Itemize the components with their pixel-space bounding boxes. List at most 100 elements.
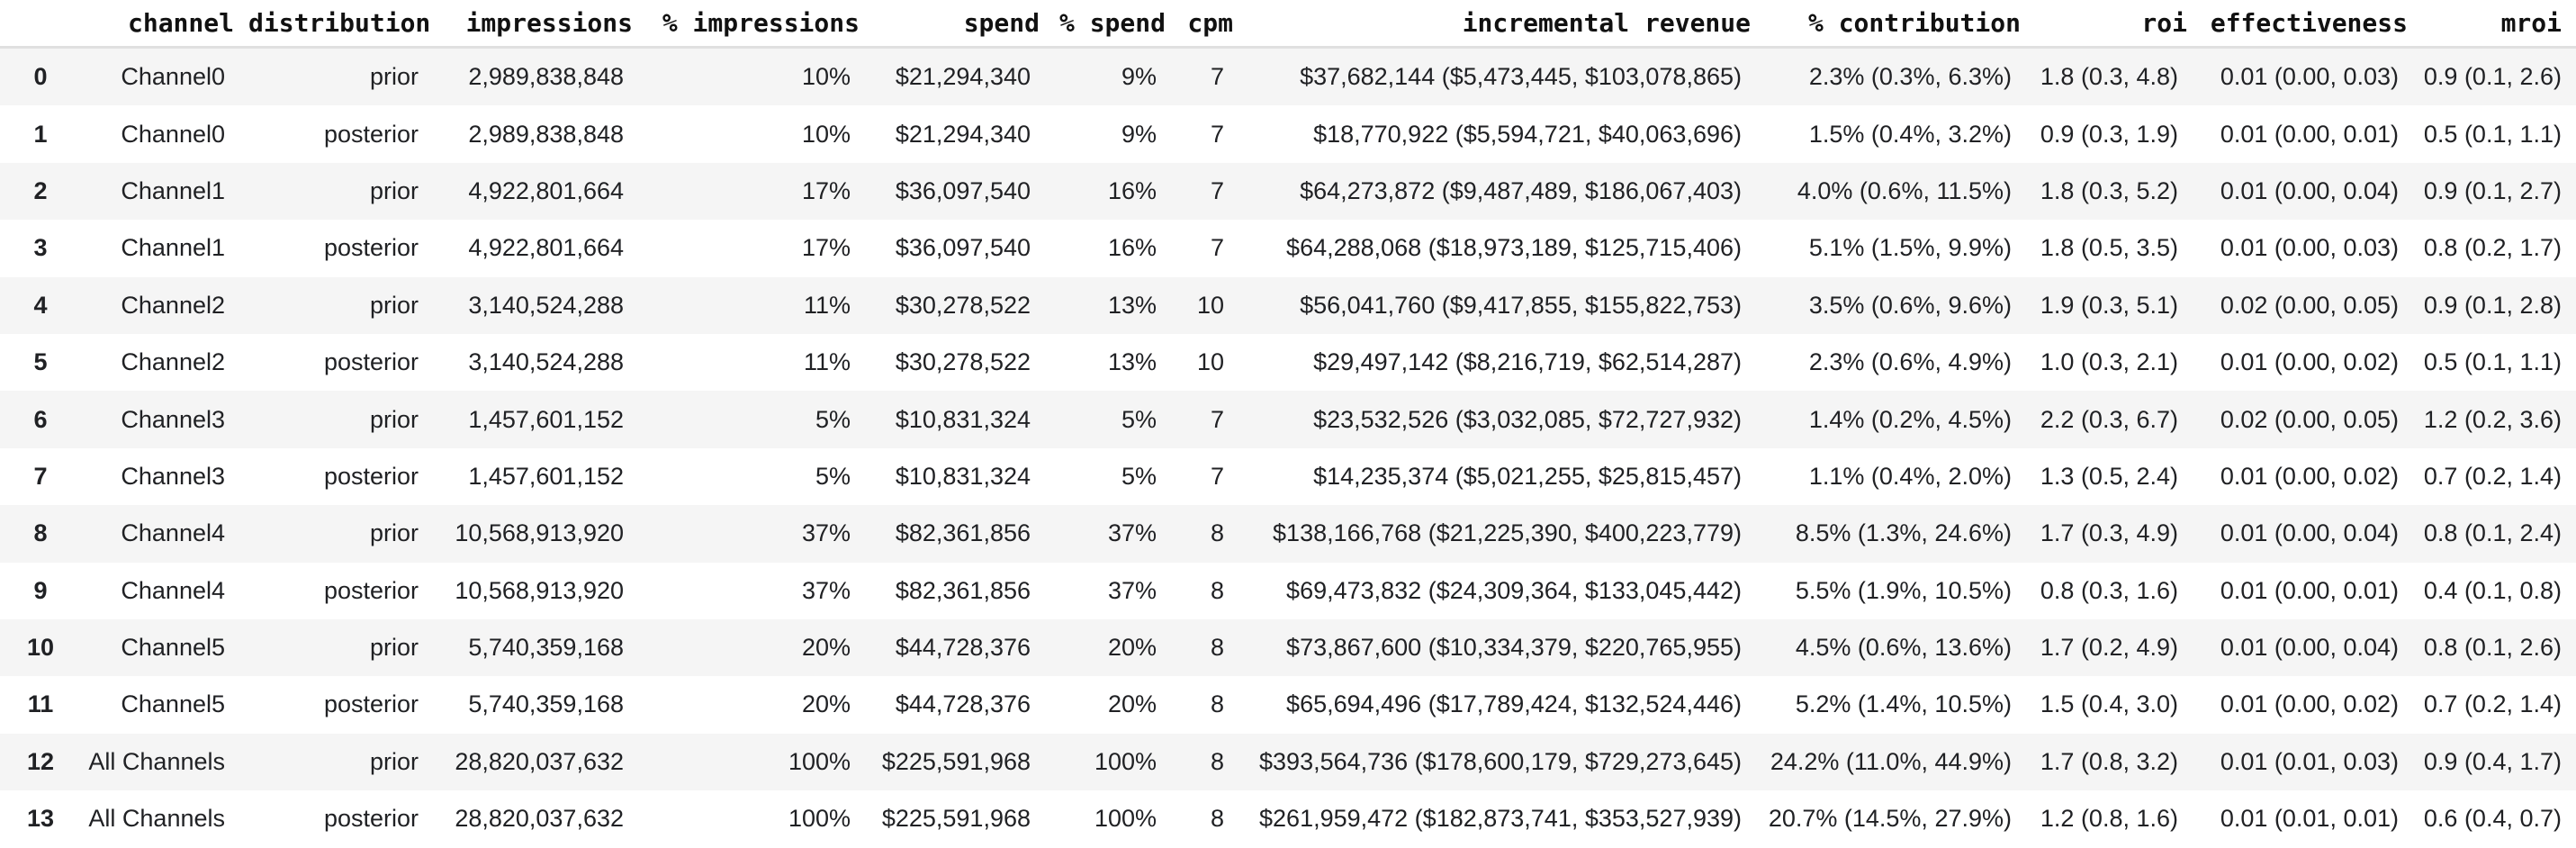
cell-spend: 13% bbox=[1107, 348, 1157, 376]
cell-roi: 1.8 (0.3, 5.2) bbox=[2040, 176, 2178, 204]
cell-channel: Channel5 bbox=[121, 634, 225, 662]
cell-channel: Channel4 bbox=[121, 576, 225, 604]
cell-cpm: 10 bbox=[1196, 348, 1224, 376]
cell-spend: $225,591,968 bbox=[881, 747, 1031, 775]
table-row: 8 Channel4 prior 10,568,913,920 37% $82,361,8… bbox=[0, 505, 2576, 563]
column-header-contribution: % contribution bbox=[1765, 0, 2035, 49]
column-header-spend: spend bbox=[874, 0, 1054, 49]
cell-spend: 37% bbox=[1107, 519, 1157, 547]
cell-impressions: 11% bbox=[803, 291, 851, 319]
cell-effectiveness: 0.02 (0.00, 0.05) bbox=[2220, 291, 2399, 319]
cell-roi: 1.2 (0.8, 1.6) bbox=[2040, 805, 2178, 833]
cell-mroi: 1.2 (0.2, 3.6) bbox=[2423, 405, 2562, 433]
cell-impressions: 10,568,913,920 bbox=[455, 519, 624, 547]
cell-impressions: 100% bbox=[788, 805, 851, 833]
cell-cpm: 8 bbox=[1210, 576, 1224, 604]
cell-spend: 9% bbox=[1121, 120, 1157, 148]
cell-spend: $44,728,376 bbox=[895, 690, 1031, 718]
cell-impressions: 20% bbox=[801, 690, 851, 718]
cell-channel: All Channels bbox=[88, 747, 225, 775]
cell-impressions: 100% bbox=[788, 747, 851, 775]
cell-incremental-revenue: $64,273,872 ($9,487,489, $186,067,403) bbox=[1300, 176, 1742, 204]
cell-effectiveness: 0.01 (0.00, 0.03) bbox=[2220, 63, 2399, 91]
cell-roi: 1.8 (0.5, 3.5) bbox=[2040, 234, 2178, 262]
cell-roi: 1.8 (0.3, 4.8) bbox=[2040, 63, 2178, 91]
header-row: channel distribution impressions% impressi… bbox=[0, 0, 2576, 49]
cell-mroi: 0.9 (0.1, 2.7) bbox=[2423, 176, 2562, 204]
cell-spend: $10,831,324 bbox=[895, 462, 1031, 490]
row-index: 0 bbox=[33, 63, 48, 91]
cell-roi: 1.7 (0.3, 4.9) bbox=[2040, 519, 2178, 547]
cell-roi: 1.5 (0.4, 3.0) bbox=[2040, 690, 2178, 718]
cell-channel: Channel3 bbox=[121, 462, 225, 490]
cell-effectiveness: 0.01 (0.00, 0.02) bbox=[2220, 690, 2399, 718]
cell-roi: 1.7 (0.8, 3.2) bbox=[2040, 747, 2178, 775]
table-row: 1 Channel0 posterior 2,989,838,848 10% $21,29… bbox=[0, 105, 2576, 163]
cell-spend: 100% bbox=[1094, 805, 1157, 833]
table-row: 3 Channel1 posterior 4,922,801,664 17% $36,09… bbox=[0, 220, 2576, 277]
cell-contribution: 5.2% (1.4%, 10.5%) bbox=[1795, 690, 2012, 718]
cell-distribution: posterior bbox=[323, 690, 419, 718]
table-row: 12 All Channels prior 28,820,037,632 100% $22… bbox=[0, 733, 2576, 791]
cell-impressions: 17% bbox=[801, 176, 851, 204]
cell-impressions: 37% bbox=[801, 519, 851, 547]
cell-distribution: posterior bbox=[323, 120, 419, 148]
column-header-mroi: mroi bbox=[2422, 0, 2576, 49]
cell-impressions: 4,922,801,664 bbox=[468, 234, 624, 262]
cell-channel: Channel5 bbox=[121, 690, 225, 718]
column-header-impressions: impressions bbox=[442, 0, 647, 49]
cell-distribution: posterior bbox=[323, 805, 419, 833]
cell-spend: 9% bbox=[1121, 63, 1157, 91]
row-index: 10 bbox=[26, 634, 55, 662]
cell-incremental-revenue: $18,770,922 ($5,594,721, $40,063,696) bbox=[1313, 120, 1742, 148]
cell-effectiveness: 0.01 (0.00, 0.04) bbox=[2220, 176, 2399, 204]
cell-incremental-revenue: $64,288,068 ($18,973,189, $125,715,406) bbox=[1286, 234, 1742, 262]
cell-incremental-revenue: $29,497,142 ($8,216,719, $62,514,287) bbox=[1313, 348, 1742, 376]
cell-contribution: 3.5% (0.6%, 9.6%) bbox=[1808, 291, 2012, 319]
cell-impressions: 20% bbox=[801, 634, 851, 662]
cell-impressions: 11% bbox=[803, 348, 851, 376]
cell-cpm: 7 bbox=[1210, 120, 1224, 148]
table-row: 13 All Channels posterior 28,820,037,632 100… bbox=[0, 790, 2576, 848]
cell-cpm: 7 bbox=[1210, 234, 1224, 262]
cell-channel: Channel2 bbox=[121, 348, 225, 376]
row-index: 3 bbox=[33, 234, 48, 262]
cell-roi: 1.3 (0.5, 2.4) bbox=[2040, 462, 2178, 490]
table-row: 9 Channel4 posterior 10,568,913,920 37% $82,3… bbox=[0, 562, 2576, 619]
cell-distribution: posterior bbox=[323, 462, 419, 490]
cell-spend: $21,294,340 bbox=[895, 63, 1031, 91]
cell-spend: $21,294,340 bbox=[895, 120, 1031, 148]
cell-impressions: 2,989,838,848 bbox=[468, 63, 624, 91]
cell-spend: 13% bbox=[1107, 291, 1157, 319]
cell-impressions: 10,568,913,920 bbox=[455, 576, 624, 604]
row-index: 9 bbox=[33, 576, 48, 604]
row-index: 2 bbox=[33, 176, 48, 204]
cell-roi: 1.0 (0.3, 2.1) bbox=[2040, 348, 2178, 376]
cell-roi: 0.8 (0.3, 1.6) bbox=[2040, 576, 2178, 604]
cell-cpm: 7 bbox=[1210, 176, 1224, 204]
cell-contribution: 8.5% (1.3%, 24.6%) bbox=[1795, 519, 2012, 547]
cell-mroi: 0.9 (0.1, 2.6) bbox=[2423, 63, 2562, 91]
cell-roi: 1.7 (0.2, 4.9) bbox=[2040, 634, 2178, 662]
cell-impressions: 1,457,601,152 bbox=[468, 462, 624, 490]
cell-contribution: 1.5% (0.4%, 3.2%) bbox=[1808, 120, 2012, 148]
cell-channel: Channel0 bbox=[121, 120, 225, 148]
cell-spend: $10,831,324 bbox=[895, 405, 1031, 433]
cell-effectiveness: 0.01 (0.00, 0.01) bbox=[2220, 120, 2399, 148]
cell-incremental-revenue: $65,694,496 ($17,789,424, $132,524,446) bbox=[1286, 690, 1742, 718]
cell-spend: $225,591,968 bbox=[881, 805, 1031, 833]
cell-distribution: prior bbox=[369, 405, 419, 433]
column-header-incremental-revenue: incremental revenue bbox=[1247, 0, 1765, 49]
cell-effectiveness: 0.01 (0.01, 0.01) bbox=[2220, 805, 2399, 833]
cell-impressions: 17% bbox=[801, 234, 851, 262]
cell-mroi: 0.8 (0.1, 2.4) bbox=[2423, 519, 2562, 547]
row-index: 1 bbox=[33, 120, 48, 148]
table-row: 6 Channel3 prior 1,457,601,152 5% $10,831,324… bbox=[0, 391, 2576, 448]
cell-spend: $36,097,540 bbox=[895, 176, 1031, 204]
cell-spend: $82,361,856 bbox=[895, 519, 1031, 547]
table-row: 2 Channel1 prior 4,922,801,664 17% $36,097,54… bbox=[0, 162, 2576, 221]
cell-cpm: 7 bbox=[1210, 63, 1224, 91]
cell-cpm: 8 bbox=[1210, 519, 1224, 547]
cell-cpm: 8 bbox=[1210, 690, 1224, 718]
